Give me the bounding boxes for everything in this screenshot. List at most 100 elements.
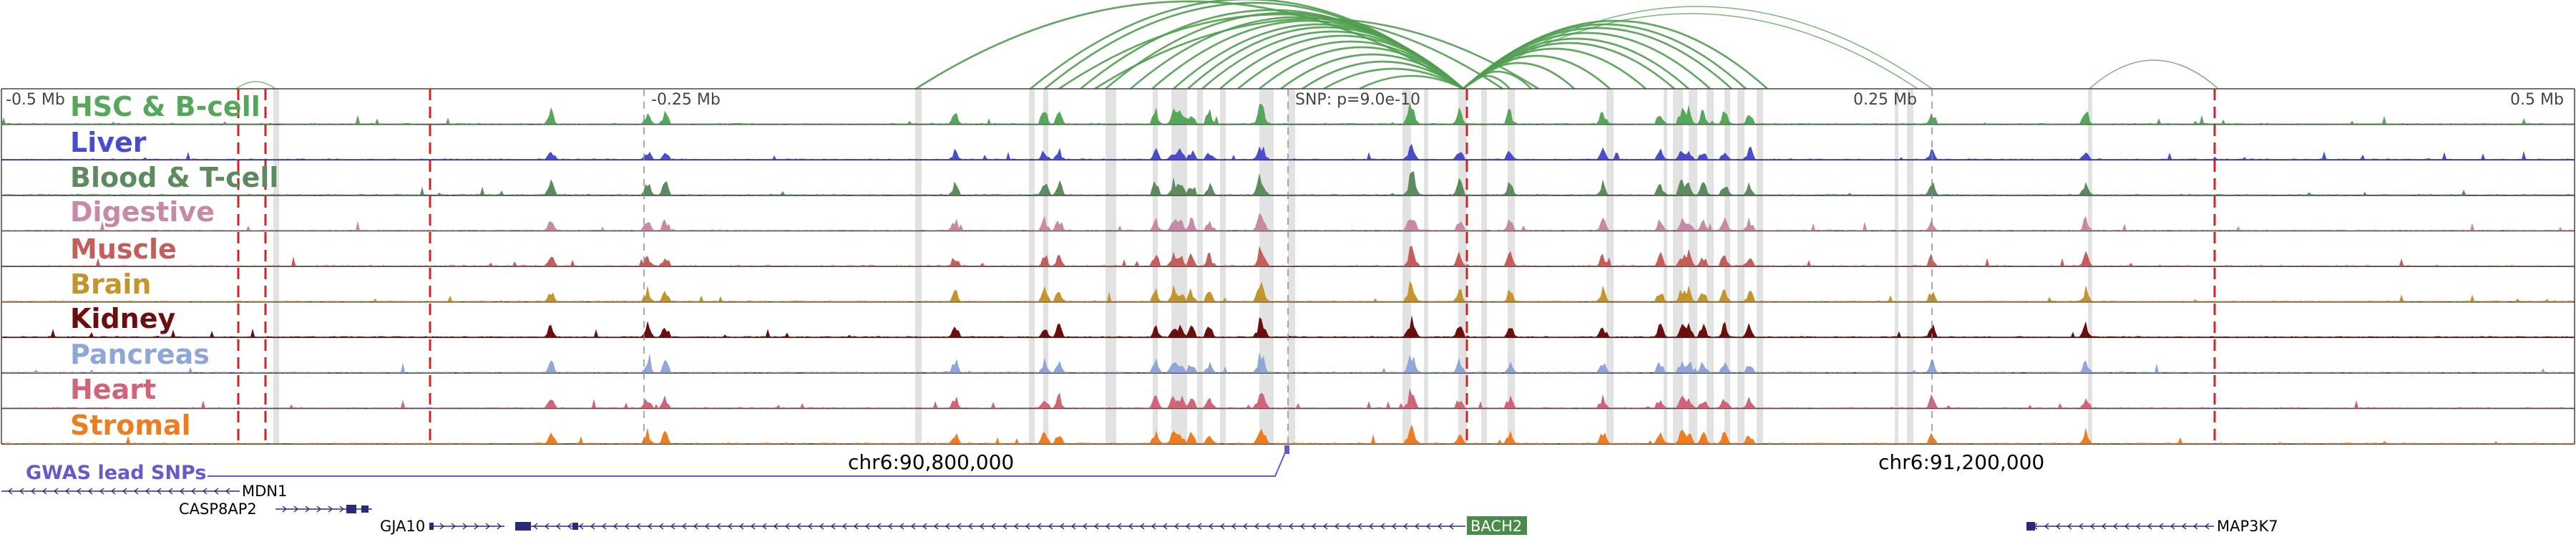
gene-bach2-arrow	[1437, 523, 1443, 530]
gene-bach2-arrow	[1231, 523, 1236, 530]
gene-bach2-arrow	[555, 523, 561, 530]
track-label-digestive: Digestive	[70, 196, 215, 228]
gene-bach2-arrow	[784, 523, 790, 530]
gene-mdn1-arrow	[190, 488, 196, 495]
gene-bach2-arrow	[910, 523, 916, 530]
loop-arc	[1302, 60, 1464, 90]
gene-bach2-arrow	[613, 523, 618, 530]
gene-map3k7-arrow	[2181, 523, 2187, 530]
gene-mdn1-arrow	[156, 488, 162, 495]
gwas-snp-marker	[1284, 445, 1289, 454]
gene-map3k7-arrow	[2147, 523, 2152, 530]
gene-bach2-arrow	[830, 523, 836, 530]
gene-bach2-arrow	[1208, 523, 1214, 530]
gene-bach2-arrow	[876, 523, 882, 530]
gene-bach2-arrow	[1380, 523, 1385, 530]
gene-label-map3k7: MAP3K7	[2217, 518, 2278, 535]
gene-bach2-arrow	[1242, 523, 1248, 530]
chromatin-loops	[235, 0, 2219, 90]
gene-mdn1-arrow	[202, 488, 208, 495]
gene-map3k7-arrow	[2124, 523, 2129, 530]
gwas-connector-line	[208, 450, 1287, 477]
gene-bach2-arrow	[1277, 523, 1282, 530]
gene-bach2-arrow	[1025, 523, 1030, 530]
gene-bach2-arrow	[933, 523, 939, 530]
gene-casp8ap2-arrow	[282, 505, 288, 513]
gene-bach2-arrow	[1059, 523, 1065, 530]
track-label-heart: Heart	[70, 374, 156, 405]
track-signal-6	[1, 315, 2575, 338]
gene-bach2-arrow	[681, 523, 687, 530]
track-label-stromal: Stromal	[70, 410, 191, 441]
gene-bach2-arrow	[1254, 523, 1259, 530]
gene-bach2-exon	[515, 522, 531, 531]
gene-bach2-arrow	[1265, 523, 1271, 530]
gene-mdn1-arrow	[167, 488, 173, 495]
gene-gja10-arrow	[497, 523, 502, 530]
gene-bach2-arrow	[601, 523, 607, 530]
gene-bach2-arrow	[658, 523, 664, 530]
gene-bach2-arrow	[1128, 523, 1133, 530]
gene-bach2-arrow	[773, 523, 779, 530]
gene-map3k7-exon	[2026, 522, 2035, 531]
gwas-track: GWAS lead SNPs	[26, 445, 1289, 484]
gene-bach2-arrow	[841, 523, 847, 530]
gene-map3k7-arrow	[2112, 523, 2118, 530]
gene-mdn1-arrow	[42, 488, 47, 495]
track-label-blood-t-cell: Blood & T-cell	[70, 162, 278, 193]
gene-bach2-arrow	[1299, 523, 1305, 530]
gene-bach2-arrow	[750, 523, 756, 530]
snp-pvalue-label: SNP: p=9.0e-10	[1295, 91, 1420, 109]
gene-bach2-arrow	[567, 523, 572, 530]
gene-map3k7-arrow	[2044, 523, 2049, 530]
gene-mdn1-arrow	[64, 488, 70, 495]
gene-bach2-arrow	[716, 523, 721, 530]
gene-bach2-arrow	[956, 523, 962, 530]
gene-mdn1-arrow	[7, 488, 13, 495]
gene-bach2-arrow	[796, 523, 801, 530]
gene-bach2-arrow	[727, 523, 733, 530]
gene-mdn1-arrow	[19, 488, 24, 495]
gene-mdn1-arrow	[76, 488, 82, 495]
gene-label-bach2: BACH2	[1470, 518, 1522, 535]
coordinate-label-91200000: chr6:91,200,000	[1878, 450, 2044, 474]
gene-mdn1-arrow	[87, 488, 93, 495]
gene-bach2-arrow	[1196, 523, 1202, 530]
gene-mdn1-arrow	[99, 488, 104, 495]
gene-annotations	[1, 488, 2214, 531]
gene-bach2-arrow	[532, 523, 538, 530]
gene-bach2-arrow	[1002, 523, 1008, 530]
gene-mdn1-arrow	[179, 488, 185, 495]
gene-bach2-arrow	[1105, 523, 1111, 530]
loop-arc	[1463, 74, 1511, 90]
coordinate-label-90800000: chr6:90,800,000	[848, 450, 1014, 474]
gene-gja10-arrow	[474, 523, 479, 530]
track-signal-1	[1, 143, 2575, 160]
track-labels: HSC & B-cell Liver Blood & T-cell Digest…	[70, 91, 278, 441]
gene-bach2-arrow	[853, 523, 859, 530]
gene-gja10-exon	[429, 523, 434, 530]
gwas-track-title: GWAS lead SNPs	[26, 462, 206, 484]
gene-bach2-arrow	[693, 523, 698, 530]
gene-bach2-arrow	[1036, 523, 1042, 530]
signal-tracks	[1, 88, 2575, 445]
gene-mdn1-arrow	[30, 488, 36, 495]
gene-bach2-arrow	[761, 523, 767, 530]
track-label-pancreas: Pancreas	[70, 339, 210, 370]
loop-arc	[1094, 17, 1539, 90]
gene-bach2-arrow	[1402, 523, 1408, 530]
track-label-kidney: Kidney	[70, 303, 175, 334]
gene-bach2-arrow	[1414, 523, 1420, 530]
gene-bach2-arrow	[819, 523, 824, 530]
gene-bach2-arrow	[864, 523, 870, 530]
gene-label-casp8ap2: CASP8AP2	[179, 500, 257, 518]
track-signal-2	[1, 171, 2575, 195]
gene-mdn1-arrow	[53, 488, 59, 495]
ruler-tick-minus-0-25: -0.25 Mb	[651, 91, 721, 109]
loop-arc	[235, 81, 276, 90]
track-signal-8	[1, 388, 2575, 409]
gene-bach2-arrow	[899, 523, 904, 530]
gene-bach2-arrow	[1048, 523, 1053, 530]
track-signal-7	[1, 352, 2575, 373]
